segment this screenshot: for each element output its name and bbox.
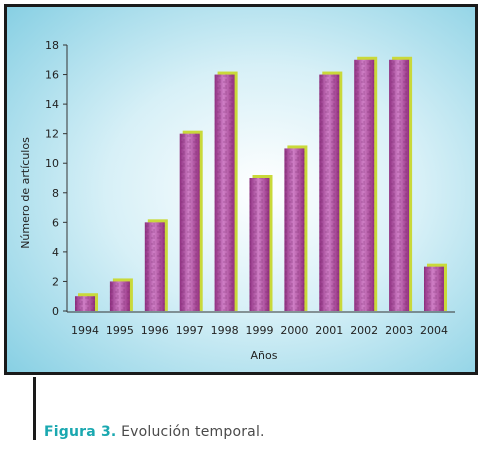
axes-group: 0 2 4 6 8 10 12 14 16 18 1994 1995 1996 1997 1998 1999 2… [45, 39, 455, 337]
x-tick-label: 1995 [106, 324, 134, 337]
y-tick-label: 6 [52, 216, 59, 229]
chart-frame: 0 2 4 6 8 10 12 14 16 18 1994 1995 1996 1997 1998 1999 2… [4, 4, 478, 375]
y-tick-label: 4 [52, 246, 59, 259]
y-tick-label: 2 [52, 275, 59, 288]
bar-texture [214, 74, 235, 311]
bar-texture [75, 296, 95, 311]
y-tick-label: 12 [45, 128, 59, 141]
y-tick-label: 8 [52, 187, 59, 200]
x-tick-label: 1998 [211, 324, 239, 337]
y-tick-label: 14 [45, 98, 59, 111]
x-axis-title: Años [251, 349, 278, 362]
y-axis-title: Número de artículos [19, 137, 32, 249]
bar-texture [249, 178, 270, 311]
figure-caption: Figura 3. Evolución temporal. [44, 424, 265, 440]
bar-texture [389, 59, 410, 312]
bar-texture [109, 281, 130, 311]
bar-chart: 0 2 4 6 8 10 12 14 16 18 1994 1995 1996 1997 1998 1999 2… [7, 7, 475, 372]
x-tick-label: 2004 [420, 324, 448, 337]
bar-texture [354, 59, 375, 312]
x-tick-label: 1997 [176, 324, 204, 337]
x-tick-label: 2001 [315, 324, 343, 337]
x-tick-label: 2003 [385, 324, 413, 337]
bar-texture [424, 266, 444, 311]
x-tick-label: 1994 [71, 324, 99, 337]
bar-texture [284, 148, 305, 311]
caption-rule [33, 377, 36, 440]
y-tick-label: 0 [52, 305, 59, 318]
bars-group [75, 56, 447, 312]
bar-texture [144, 222, 165, 311]
bar-texture [319, 74, 340, 311]
y-tick-label: 16 [45, 69, 59, 82]
y-tick-label: 10 [45, 157, 59, 170]
x-tick-label: 2002 [350, 324, 378, 337]
y-tick-label: 18 [45, 39, 59, 52]
x-tick-label: 1999 [246, 324, 274, 337]
x-tick-label: 2000 [280, 324, 308, 337]
figure-label: Figura 3. [44, 424, 117, 440]
bar-texture [179, 133, 200, 311]
figure-caption-text: Evolución temporal. [121, 424, 265, 440]
x-tick-label: 1996 [141, 324, 169, 337]
